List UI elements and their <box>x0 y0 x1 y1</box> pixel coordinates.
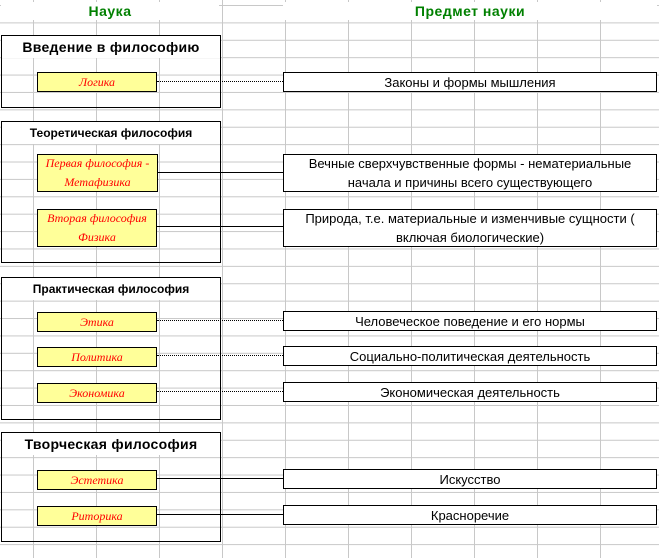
connector-line <box>157 355 283 356</box>
science-box-physics: Вторая философия Физика <box>37 209 157 247</box>
connector-line <box>158 172 283 173</box>
science-box-logic: Логика <box>37 72 157 92</box>
connector-line <box>157 478 283 479</box>
subject-box-politics: Социально-политическая деятельность <box>283 346 657 366</box>
section-title: Теоретическая философия <box>2 122 220 144</box>
column-header-science: Наука <box>1 2 219 20</box>
subject-box-metaphysics: Вечные сверхчувственные формы - нематери… <box>283 154 657 192</box>
science-box-rhetoric: Риторика <box>37 506 157 526</box>
section-title: Практическая философия <box>2 278 220 300</box>
section-practical: Практическая философия <box>1 277 221 420</box>
section-title: Введение в философию <box>2 36 220 58</box>
section-introduction: Введение в философию <box>1 35 221 108</box>
subject-box-rhetoric: Красноречие <box>283 505 657 525</box>
science-box-economics: Экономика <box>37 383 157 403</box>
section-title: Творческая философия <box>2 433 220 455</box>
column-header-subject: Предмет науки <box>283 2 657 20</box>
science-box-politics: Политика <box>37 347 157 367</box>
section-theoretical: Теоретическая философия <box>1 121 221 263</box>
section-creative: Творческая философия <box>1 432 221 542</box>
connector-line <box>157 81 283 82</box>
subject-box-logic: Законы и формы мышления <box>283 72 657 92</box>
subject-box-ethics: Человеческое поведение и его нормы <box>283 311 657 331</box>
subject-box-physics: Природа, т.е. материальные и изменчивые … <box>283 209 657 247</box>
connector-line <box>157 514 283 515</box>
subject-box-economics: Экономическая деятельность <box>283 382 657 402</box>
science-box-ethics: Этика <box>37 312 157 332</box>
connector-line <box>157 320 283 321</box>
subject-box-aesthetics: Искусство <box>283 469 657 489</box>
connector-line <box>157 391 283 392</box>
science-box-aesthetics: Эстетика <box>37 470 157 490</box>
science-box-metaphysics: Первая философия - Метафизика <box>37 154 158 192</box>
connector-line <box>157 226 283 227</box>
